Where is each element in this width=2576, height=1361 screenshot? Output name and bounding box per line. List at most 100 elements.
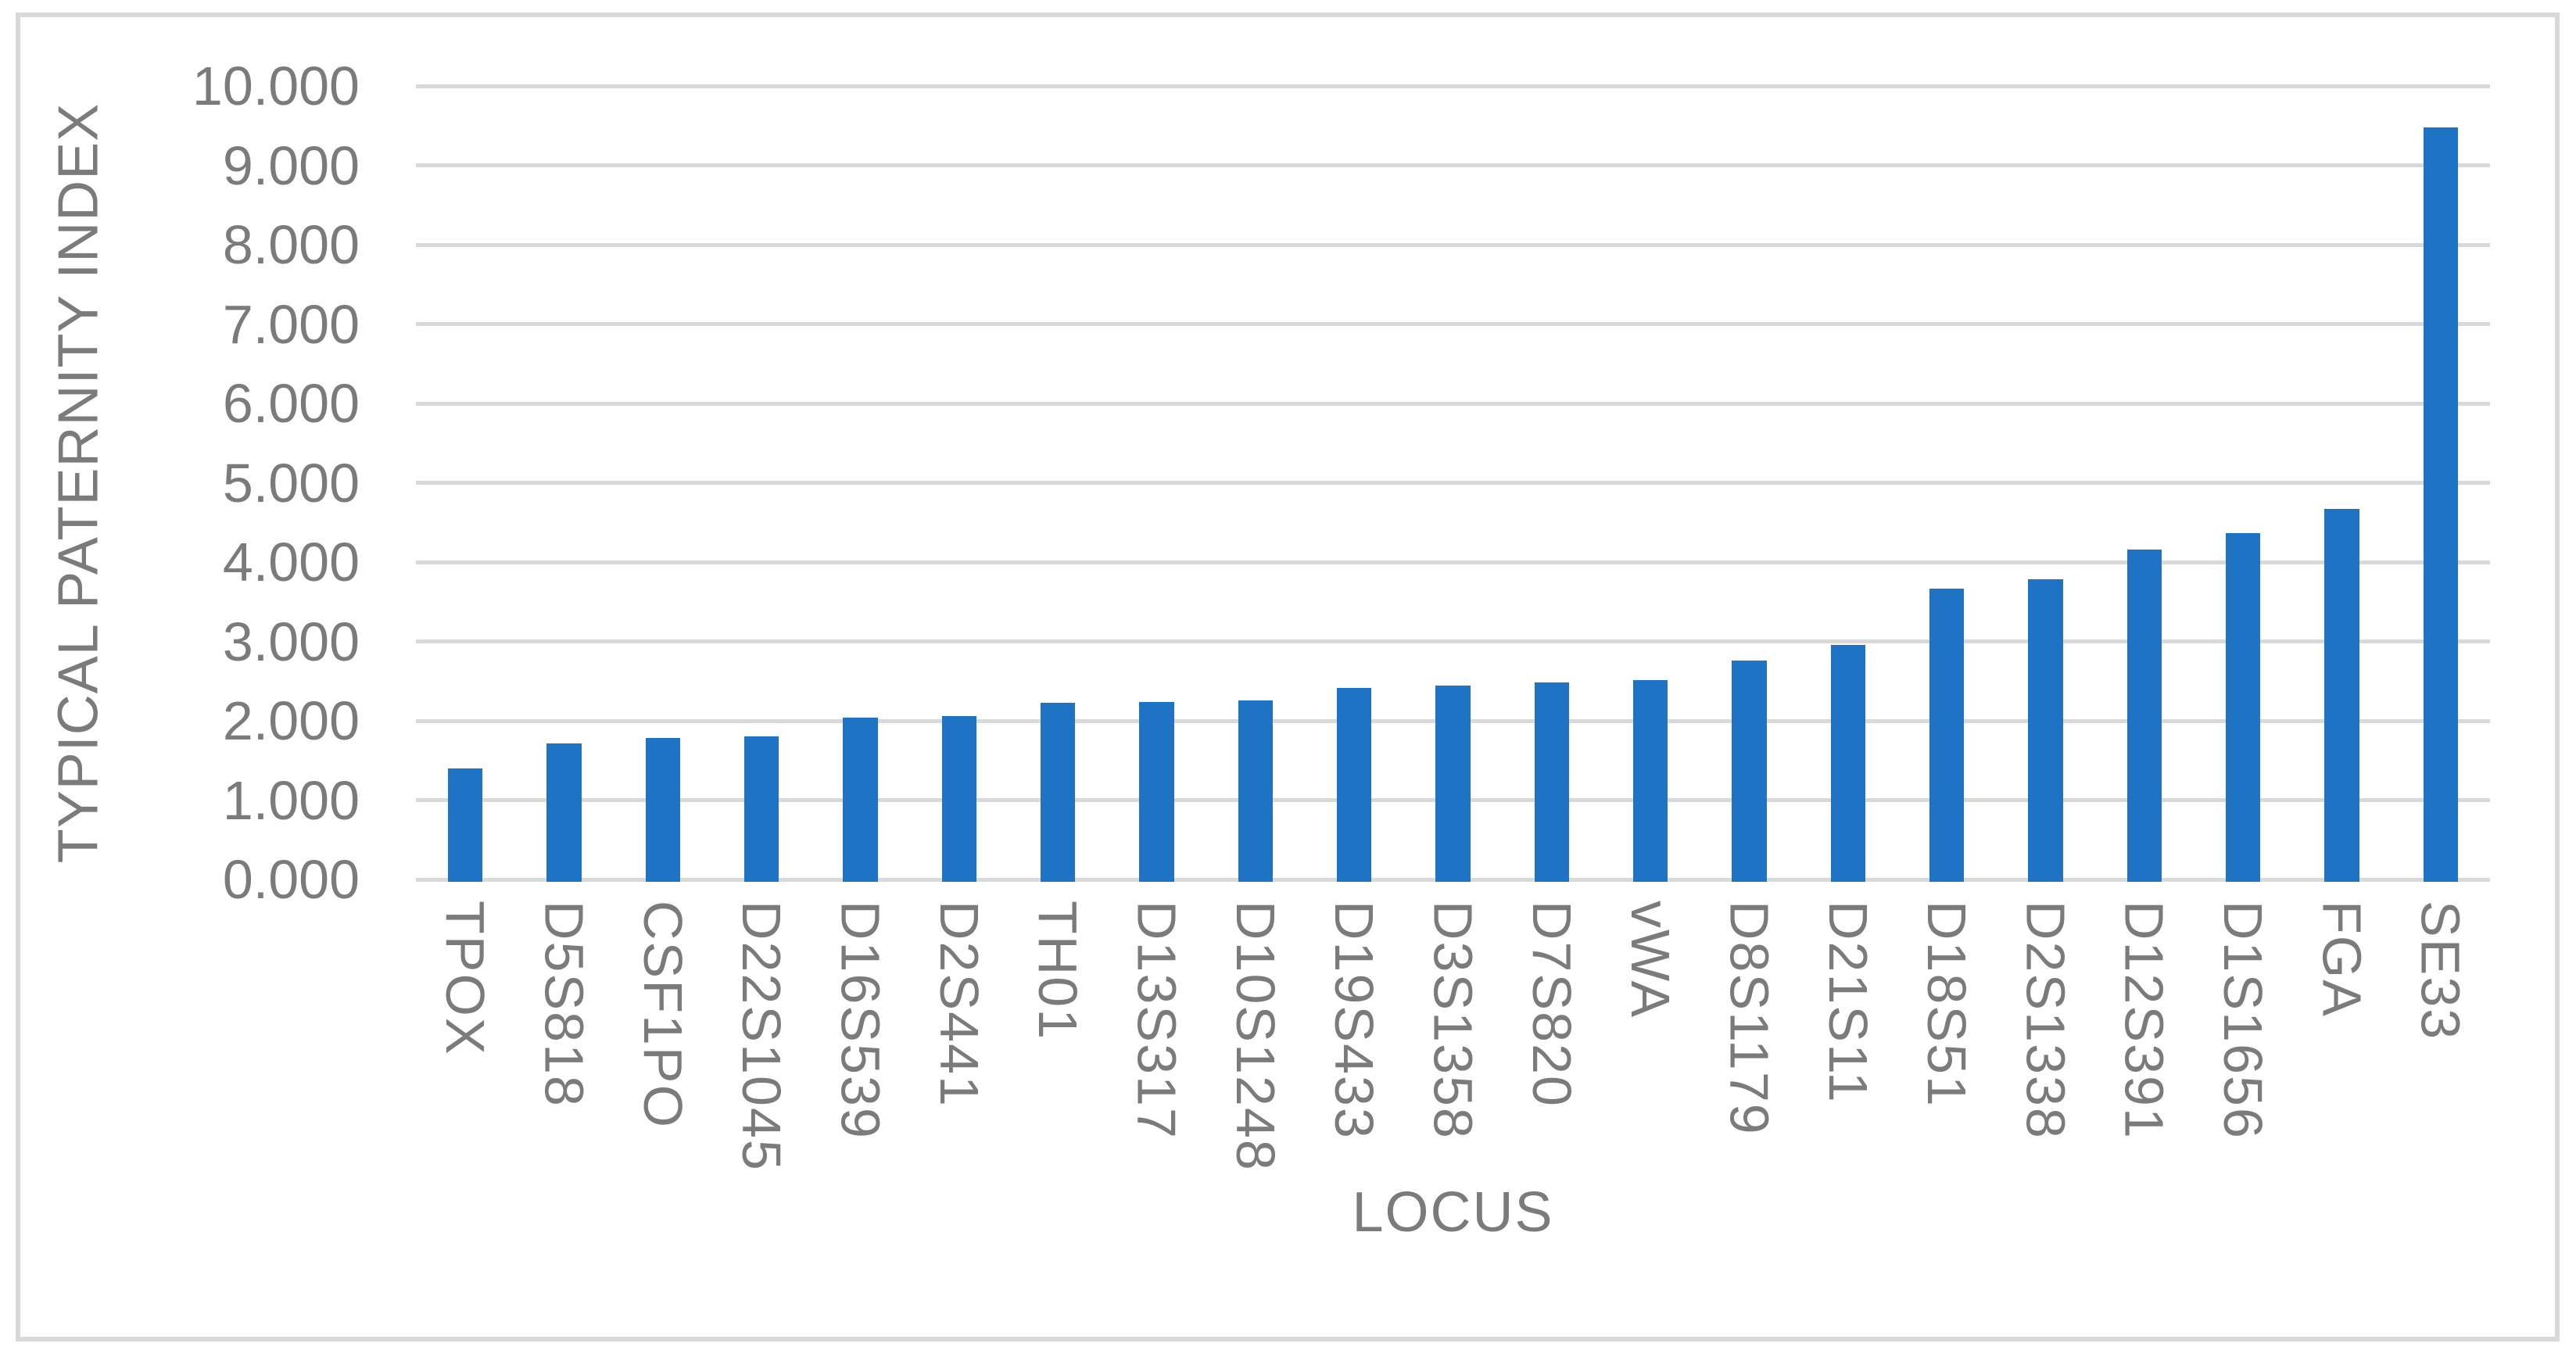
gridline bbox=[416, 639, 2490, 643]
gridline bbox=[416, 401, 2490, 406]
x-category-cell-D1S1656: D1S1656 bbox=[2194, 901, 2292, 1190]
bar-cell-TH01 bbox=[1009, 86, 1107, 882]
x-axis-category-label: D12S391 bbox=[2113, 901, 2175, 1140]
y-axis-tick-label: 2.000 bbox=[222, 690, 360, 751]
bar-FGA bbox=[2324, 509, 2359, 882]
gridline bbox=[416, 84, 2490, 88]
y-axis-tick-label: 0.000 bbox=[222, 849, 360, 910]
x-axis-category-label: CSF1PO bbox=[632, 901, 693, 1130]
x-category-cell-D18S51: D18S51 bbox=[1897, 901, 1996, 1190]
bar-cell-D21S11 bbox=[1799, 86, 1897, 882]
x-axis-category-label: D5S818 bbox=[533, 901, 595, 1108]
bar-D16S539 bbox=[843, 717, 878, 882]
x-category-cell-D2S441: D2S441 bbox=[910, 901, 1009, 1190]
y-axis-tick-labels: 0.000 1.000 2.000 3.000 4.000 5.000 6.000 7.000… bbox=[0, 56, 360, 910]
bar-D1S1656 bbox=[2225, 533, 2261, 882]
gridline bbox=[416, 481, 2490, 485]
x-category-cell-D10S1248: D10S1248 bbox=[1206, 901, 1305, 1190]
x-category-cell-FGA: FGA bbox=[2292, 901, 2391, 1190]
x-axis-category-label: D10S1248 bbox=[1224, 901, 1286, 1172]
x-axis-category-label: D7S820 bbox=[1521, 901, 1582, 1108]
x-axis-category-label: D2S1338 bbox=[2015, 901, 2076, 1140]
x-axis-category-label: D8S1179 bbox=[1718, 901, 1780, 1136]
bar-cell-D22S1045 bbox=[712, 86, 811, 882]
bar-D5S818 bbox=[546, 743, 582, 882]
x-axis-category-label: D21S11 bbox=[1817, 901, 1879, 1104]
x-category-cell-D2S1338: D2S1338 bbox=[1996, 901, 2094, 1190]
x-category-cell-SE33: SE33 bbox=[2391, 901, 2490, 1190]
x-category-cell-D5S818: D5S818 bbox=[514, 901, 613, 1190]
bar-cell-D19S433 bbox=[1305, 86, 1403, 882]
y-axis-tick-label: 9.000 bbox=[222, 134, 360, 196]
bar-cell-D5S818 bbox=[514, 86, 613, 882]
bar-cell-D7S820 bbox=[1503, 86, 1601, 882]
bar-D18S51 bbox=[1929, 588, 1965, 882]
x-axis-category-label: D16S539 bbox=[829, 901, 891, 1140]
x-category-cell-TPOX: TPOX bbox=[416, 901, 514, 1190]
x-axis-category-label: TPOX bbox=[435, 901, 496, 1056]
x-category-cell-D21S11: D21S11 bbox=[1799, 901, 1897, 1190]
bar-cell-vWA bbox=[1601, 86, 1700, 882]
bar-D13S317 bbox=[1139, 701, 1174, 882]
x-category-cell-D7S820: D7S820 bbox=[1503, 901, 1601, 1190]
x-category-cell-TH01: TH01 bbox=[1009, 901, 1107, 1190]
bar-cell-D8S1179 bbox=[1700, 86, 1798, 882]
x-axis-category-label: D2S441 bbox=[928, 901, 990, 1108]
y-axis-tick-label: 10.000 bbox=[192, 56, 360, 116]
bar-D2S441 bbox=[941, 715, 976, 882]
bar-cell-D18S51 bbox=[1897, 86, 1996, 882]
bar-cell-D13S317 bbox=[1107, 86, 1206, 882]
x-axis-category-label: D1S1656 bbox=[2212, 901, 2274, 1140]
x-category-cell-D12S391: D12S391 bbox=[2095, 901, 2194, 1190]
y-axis-tick-label: 3.000 bbox=[222, 611, 360, 672]
bar-cell-D3S1358 bbox=[1403, 86, 1502, 882]
y-axis-tick-label: 6.000 bbox=[222, 373, 360, 434]
x-category-cell-vWA: vWA bbox=[1601, 901, 1700, 1190]
x-axis-category-label: D18S51 bbox=[1916, 901, 1978, 1108]
bar-CSF1PO bbox=[645, 738, 680, 882]
x-axis-category-label: TH01 bbox=[1027, 901, 1089, 1041]
bar-D22S1045 bbox=[744, 736, 779, 882]
bar-SE33 bbox=[2423, 127, 2458, 882]
bar-cell-D10S1248 bbox=[1206, 86, 1305, 882]
bar-cell-FGA bbox=[2292, 86, 2391, 882]
x-category-cell-D16S539: D16S539 bbox=[811, 901, 909, 1190]
x-category-cell-D19S433: D19S433 bbox=[1305, 901, 1403, 1190]
bar-cell-D2S441 bbox=[910, 86, 1009, 882]
x-axis-category-label: SE33 bbox=[2409, 901, 2471, 1041]
y-axis-tick-label: 1.000 bbox=[222, 769, 360, 831]
bar-TH01 bbox=[1041, 702, 1076, 882]
bar-cell-SE33 bbox=[2391, 86, 2490, 882]
x-axis-category-label: D13S317 bbox=[1126, 901, 1188, 1140]
x-axis-category-label: vWA bbox=[1620, 901, 1682, 1019]
bar-D10S1248 bbox=[1238, 700, 1273, 882]
gridline bbox=[416, 560, 2490, 564]
x-category-cell-D3S1358: D3S1358 bbox=[1403, 901, 1502, 1190]
bar-D2S1338 bbox=[2028, 579, 2063, 882]
bar-D19S433 bbox=[1337, 688, 1372, 882]
x-category-cell-D13S317: D13S317 bbox=[1107, 901, 1206, 1190]
x-axis-category-label: FGA bbox=[2311, 901, 2373, 1018]
gridline bbox=[416, 242, 2490, 247]
bar-D3S1358 bbox=[1435, 686, 1471, 882]
x-axis-category-labels: TPOX D5S818 CSF1PO D22S1045 D16S539 D2S441 TH0… bbox=[416, 901, 2490, 1190]
bar-series bbox=[416, 86, 2490, 882]
bar-cell-TPOX bbox=[416, 86, 514, 882]
x-category-cell-D22S1045: D22S1045 bbox=[712, 901, 811, 1190]
x-axis-category-label: D19S433 bbox=[1324, 901, 1385, 1140]
y-axis-tick-label: 4.000 bbox=[222, 532, 360, 593]
bar-cell-D12S391 bbox=[2095, 86, 2194, 882]
bar-TPOX bbox=[448, 768, 483, 882]
bar-vWA bbox=[1633, 680, 1668, 882]
bar-D7S820 bbox=[1534, 682, 1569, 882]
gridline bbox=[416, 163, 2490, 167]
x-axis-category-label: D3S1358 bbox=[1422, 901, 1484, 1140]
bar-cell-D2S1338 bbox=[1996, 86, 2094, 882]
x-category-cell-CSF1PO: CSF1PO bbox=[614, 901, 712, 1190]
bar-cell-CSF1PO bbox=[614, 86, 712, 882]
bar-cell-D1S1656 bbox=[2194, 86, 2292, 882]
y-axis-tick-label: 7.000 bbox=[222, 293, 360, 355]
x-category-cell-D8S1179: D8S1179 bbox=[1700, 901, 1798, 1190]
x-axis-title: LOCUS bbox=[1352, 1181, 1554, 1244]
